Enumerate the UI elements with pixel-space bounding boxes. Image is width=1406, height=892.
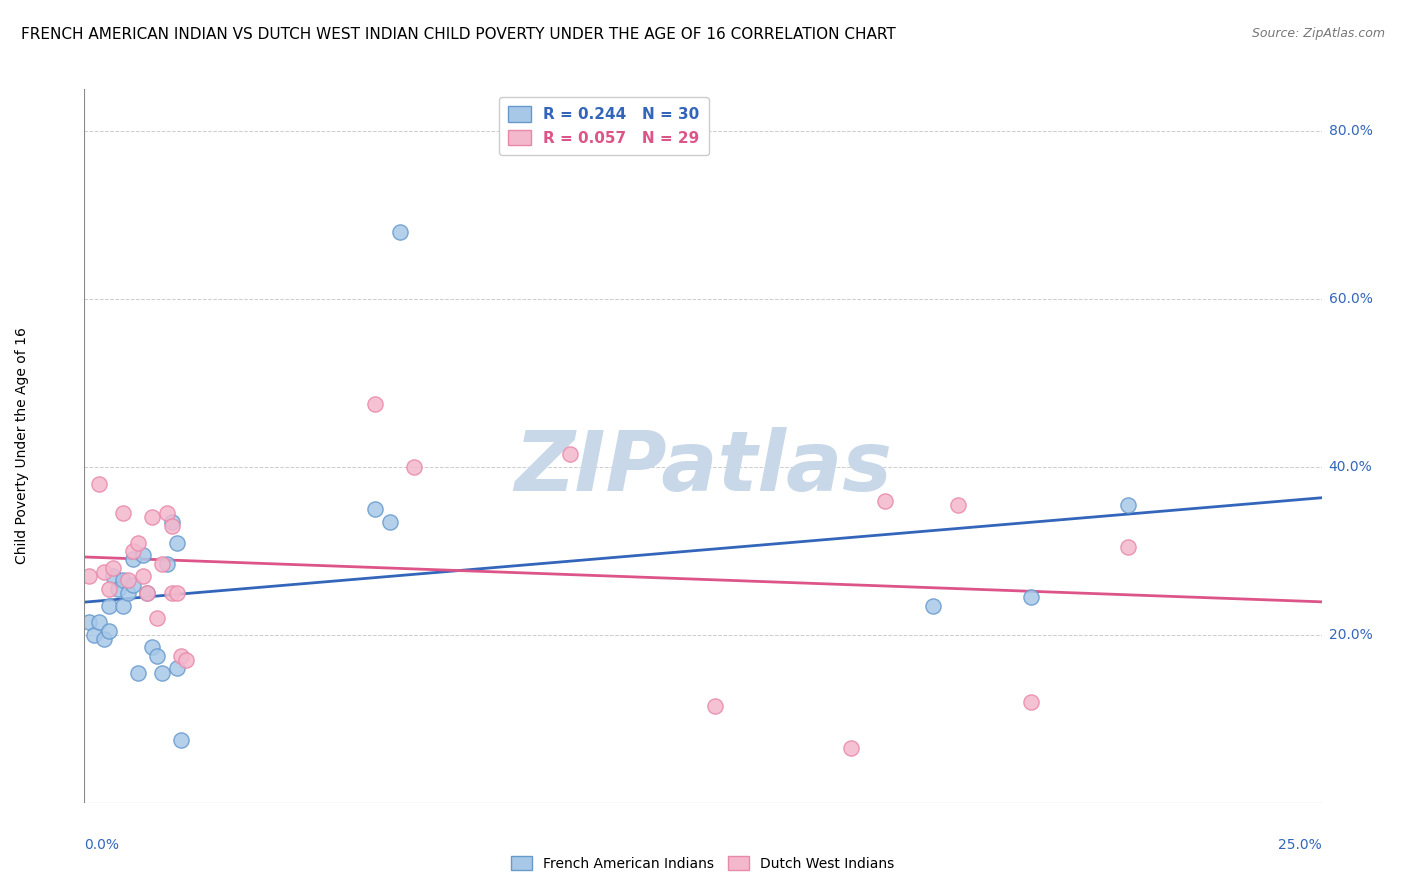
Point bbox=[156, 557, 179, 571]
Point bbox=[77, 569, 100, 583]
Text: Source: ZipAtlas.com: Source: ZipAtlas.com bbox=[1251, 27, 1385, 40]
Point bbox=[112, 574, 135, 588]
Point bbox=[112, 506, 135, 520]
Point bbox=[117, 574, 139, 588]
Point bbox=[103, 569, 125, 583]
Point bbox=[170, 648, 193, 663]
Text: 0.0%: 0.0% bbox=[84, 838, 120, 853]
Point bbox=[141, 640, 163, 655]
Point bbox=[127, 535, 149, 549]
Point bbox=[166, 535, 188, 549]
Point bbox=[141, 510, 163, 524]
Point bbox=[117, 586, 139, 600]
Point bbox=[160, 515, 183, 529]
Point bbox=[166, 586, 188, 600]
Point bbox=[97, 582, 120, 596]
Point bbox=[122, 577, 145, 591]
Point bbox=[131, 548, 153, 562]
Point bbox=[1019, 695, 1042, 709]
Text: ZIPatlas: ZIPatlas bbox=[515, 427, 891, 508]
Point bbox=[873, 493, 896, 508]
Point bbox=[1019, 590, 1042, 604]
Point bbox=[160, 586, 183, 600]
Text: 25.0%: 25.0% bbox=[1278, 838, 1322, 853]
Point bbox=[93, 632, 115, 646]
Point bbox=[558, 447, 581, 461]
Point bbox=[839, 741, 862, 756]
Text: 60.0%: 60.0% bbox=[1329, 292, 1372, 306]
Point bbox=[364, 397, 387, 411]
Text: 80.0%: 80.0% bbox=[1329, 124, 1372, 138]
Point bbox=[87, 476, 110, 491]
Legend: R = 0.244   N = 30, R = 0.057   N = 29: R = 0.244 N = 30, R = 0.057 N = 29 bbox=[499, 97, 709, 155]
Point bbox=[146, 648, 169, 663]
Point bbox=[136, 586, 159, 600]
Point bbox=[156, 506, 179, 520]
Text: 40.0%: 40.0% bbox=[1329, 460, 1372, 474]
Point bbox=[127, 665, 149, 680]
Point bbox=[1116, 498, 1139, 512]
Point bbox=[136, 586, 159, 600]
Point bbox=[97, 624, 120, 638]
Point bbox=[112, 599, 135, 613]
Point bbox=[388, 225, 411, 239]
Point bbox=[174, 653, 197, 667]
Point bbox=[131, 569, 153, 583]
Text: Child Poverty Under the Age of 16: Child Poverty Under the Age of 16 bbox=[15, 327, 30, 565]
Point bbox=[103, 560, 125, 574]
Point bbox=[946, 498, 969, 512]
Point bbox=[97, 599, 120, 613]
Point bbox=[83, 628, 105, 642]
Point bbox=[107, 582, 129, 596]
Point bbox=[160, 518, 183, 533]
Point bbox=[166, 661, 188, 675]
Point bbox=[922, 599, 945, 613]
Point bbox=[122, 544, 145, 558]
Point bbox=[93, 565, 115, 579]
Text: 20.0%: 20.0% bbox=[1329, 628, 1372, 642]
Point bbox=[122, 552, 145, 566]
Point bbox=[378, 515, 401, 529]
Point bbox=[87, 615, 110, 630]
Text: FRENCH AMERICAN INDIAN VS DUTCH WEST INDIAN CHILD POVERTY UNDER THE AGE OF 16 CO: FRENCH AMERICAN INDIAN VS DUTCH WEST IND… bbox=[21, 27, 896, 42]
Legend: French American Indians, Dutch West Indians: French American Indians, Dutch West Indi… bbox=[506, 850, 900, 876]
Point bbox=[146, 611, 169, 625]
Point bbox=[364, 502, 387, 516]
Point bbox=[170, 732, 193, 747]
Point bbox=[704, 699, 727, 714]
Point bbox=[77, 615, 100, 630]
Point bbox=[1116, 540, 1139, 554]
Point bbox=[150, 557, 173, 571]
Point bbox=[404, 460, 426, 475]
Point bbox=[150, 665, 173, 680]
